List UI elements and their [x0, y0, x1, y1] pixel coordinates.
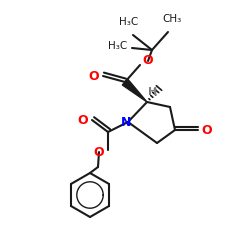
Text: H₃C: H₃C	[120, 17, 139, 27]
Text: O: O	[202, 124, 212, 136]
Polygon shape	[122, 79, 147, 102]
Text: N: N	[121, 116, 131, 128]
Text: O: O	[89, 70, 99, 82]
Text: H₃C: H₃C	[108, 41, 127, 51]
Text: H: H	[148, 87, 158, 97]
Text: O: O	[78, 114, 88, 126]
Text: O: O	[94, 146, 104, 158]
Text: O: O	[143, 54, 153, 68]
Text: CH₃: CH₃	[162, 14, 182, 24]
